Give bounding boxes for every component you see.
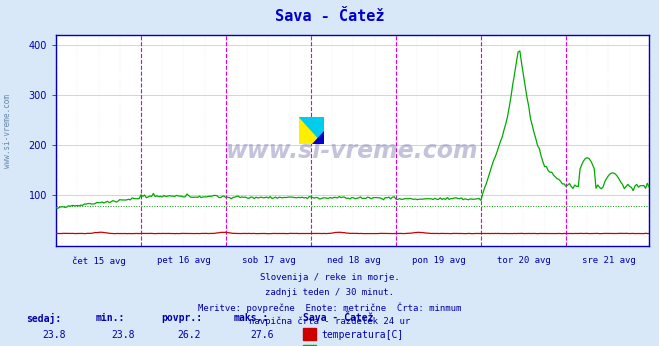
Text: min.:: min.: xyxy=(96,313,125,323)
Text: sedaj:: sedaj: xyxy=(26,313,61,324)
Polygon shape xyxy=(299,117,324,144)
Text: zadnji teden / 30 minut.: zadnji teden / 30 minut. xyxy=(265,288,394,297)
Polygon shape xyxy=(299,117,324,144)
Text: 26.2: 26.2 xyxy=(177,330,201,340)
Text: Slovenija / reke in morje.: Slovenija / reke in morje. xyxy=(260,273,399,282)
Text: povpr.:: povpr.: xyxy=(161,313,202,323)
Text: ned 18 avg: ned 18 avg xyxy=(327,256,380,265)
Text: www.si-vreme.com: www.si-vreme.com xyxy=(226,139,479,163)
Text: 23.8: 23.8 xyxy=(111,330,135,340)
Polygon shape xyxy=(312,130,324,144)
Text: sre 21 avg: sre 21 avg xyxy=(581,256,635,265)
Text: Meritve: povprečne  Enote: metrične  Črta: minmum: Meritve: povprečne Enote: metrične Črta:… xyxy=(198,302,461,313)
Text: pet 16 avg: pet 16 avg xyxy=(157,256,210,265)
Text: navpična črta - razdelek 24 ur: navpična črta - razdelek 24 ur xyxy=(249,317,410,326)
Text: tor 20 avg: tor 20 avg xyxy=(496,256,550,265)
Text: Sava - Čatež: Sava - Čatež xyxy=(275,9,384,24)
Text: www.si-vreme.com: www.si-vreme.com xyxy=(3,94,13,169)
Text: čet 15 avg: čet 15 avg xyxy=(72,256,125,265)
Text: maks.:: maks.: xyxy=(234,313,269,323)
Text: Sava - Čatež: Sava - Čatež xyxy=(303,313,374,323)
Text: 23.8: 23.8 xyxy=(42,330,66,340)
Text: sob 17 avg: sob 17 avg xyxy=(242,256,295,265)
Text: pon 19 avg: pon 19 avg xyxy=(412,256,465,265)
Text: temperatura[C]: temperatura[C] xyxy=(322,330,404,340)
Text: 27.6: 27.6 xyxy=(250,330,273,340)
